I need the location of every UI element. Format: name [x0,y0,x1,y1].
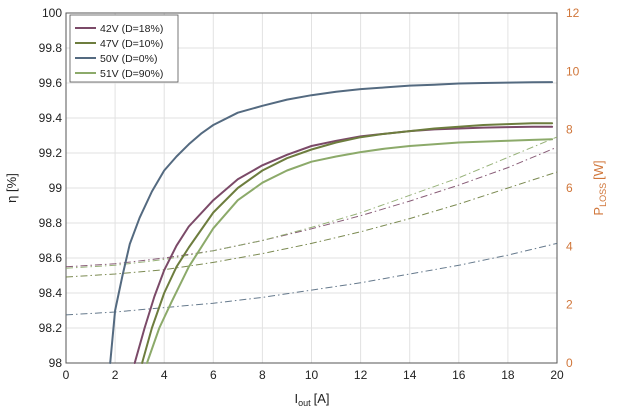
y2-axis-title-sub: LOSS [598,183,608,207]
y-tick-label: 99.6 [39,76,63,90]
x-tick-label: 12 [354,368,368,382]
legend: 42V (D=18%) 47V (D=10%) 50V (D=0%) 51V (D=9… [69,14,179,83]
efficiency-line-series-4 [146,138,554,364]
y-tick-label: 98 [49,356,63,370]
legend-label-4: 51V (D=90%) [100,68,163,80]
y-tick-label: 99 [49,181,63,195]
legend-label-2: 47V (D=10%) [100,38,163,50]
y-tick-label: 99.4 [39,111,63,125]
y2-tick-label: 8 [566,123,573,137]
x-tick-label: 16 [452,368,466,382]
loss-line-series-3 [65,242,558,316]
y-tick-label: 98.2 [39,321,63,335]
y-tick-label: 99.8 [39,41,63,55]
legend-label-3: 50V (D=0%) [100,53,157,65]
x-tick-label: 20 [550,368,564,382]
y2-axis-title-unit: [W] [591,160,606,180]
y-tick-label: 99.2 [39,146,63,160]
tick-labels: 0 2 4 6 8 10 12 14 16 18 209898.298.498.698.89999.… [39,6,580,382]
plot-frame [65,12,558,364]
y-tick-label: 98.8 [39,216,63,230]
loss-line-series-2 [65,171,558,278]
y-tick-label: 100 [42,6,62,20]
x-tick-label: 10 [305,368,319,382]
x-tick-label: 18 [501,368,515,382]
x-axis-title-sub: out [298,398,311,408]
y2-tick-label: 12 [566,6,580,20]
efficiency-line-series-3 [109,81,554,364]
x-tick-label: 14 [403,368,417,382]
y2-tick-label: 2 [566,298,573,312]
axes [65,12,558,364]
x-tick-label: 2 [112,368,119,382]
efficiency-curves [109,81,554,364]
y2-axis-title: PLOSS [W] [591,160,608,215]
x-tick-label: 0 [63,368,70,382]
legend-box [69,14,179,83]
x-axis-title: Iout [A] [294,391,329,408]
x-tick-label: 8 [259,368,266,382]
y2-tick-label: 0 [566,356,573,370]
loss-line-series-4 [65,136,558,269]
x-axis-title-unit: [A] [314,391,330,406]
loss-line-series-1 [65,146,558,268]
x-tick-label: 4 [161,368,168,382]
x-tick-label: 6 [210,368,217,382]
y2-axis-title-main: P [591,207,606,216]
efficiency-line-series-2 [141,122,554,364]
legend-label-1: 42V (D=18%) [100,23,163,35]
y2-tick-label: 6 [566,181,573,195]
loss-curves [65,136,558,316]
efficiency-line-series-1 [133,125,554,364]
x-axis-title-main: I [294,391,298,406]
y2-tick-label: 4 [566,239,573,253]
y-axis-title: η [%] [4,173,19,203]
y2-tick-label: 10 [566,64,580,78]
y-tick-label: 98.6 [39,251,63,265]
y-tick-label: 98.4 [39,286,63,300]
